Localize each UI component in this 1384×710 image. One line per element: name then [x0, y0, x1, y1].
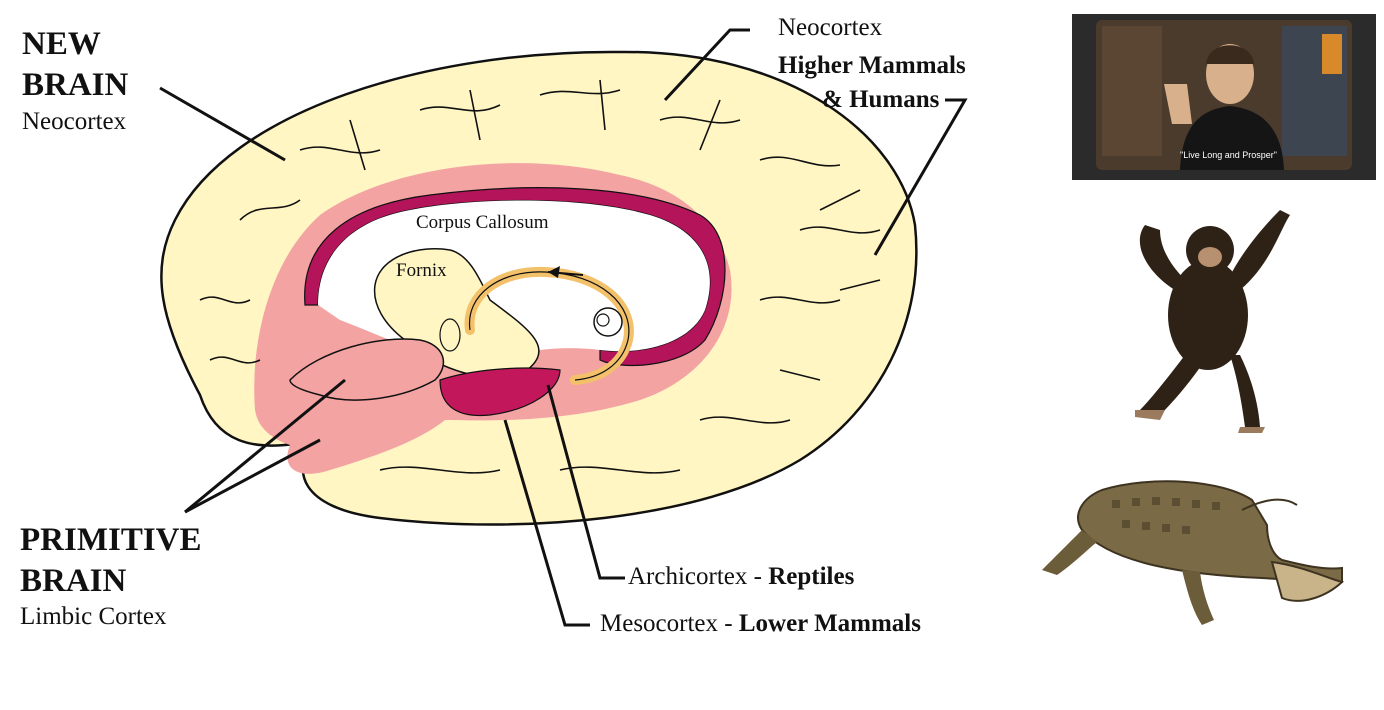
primitive-brain-title-1: PRIMITIVE — [20, 522, 202, 558]
crocodile-photo — [1042, 470, 1348, 642]
fornix-label: Fornix — [396, 260, 447, 281]
chimpanzee-photo — [1120, 205, 1296, 435]
reptiles-label: Reptiles — [768, 563, 855, 590]
new-brain-subtitle: Neocortex — [22, 108, 127, 135]
limbic-lobe-bulge — [289, 338, 445, 401]
leader-lines — [159, 28, 968, 627]
mesocortex-label: Mesocortex - Lower Mammals — [600, 610, 921, 637]
archicortex-label: Archicortex - Reptiles — [628, 563, 855, 590]
tv-screenshot-photo: "Live Long and Prosper" — [1072, 14, 1376, 180]
primitive-brain-subtitle: Limbic Cortex — [20, 603, 167, 630]
tv-caption: "Live Long and Prosper" — [1180, 150, 1277, 160]
sulci-lines — [199, 79, 881, 474]
new-brain-title-2: BRAIN — [22, 67, 129, 103]
neocortex-label: Neocortex — [778, 14, 883, 41]
lower-mammals-label: Lower Mammals — [738, 610, 921, 637]
new-brain-title-1: NEW — [22, 26, 101, 62]
corpus-callosum-label: Corpus Callosum — [416, 212, 549, 233]
higher-mammals-label: Higher Mammals — [778, 52, 966, 79]
primitive-brain-title-2: BRAIN — [20, 563, 127, 599]
and-humans-label: & Humans — [822, 86, 940, 113]
